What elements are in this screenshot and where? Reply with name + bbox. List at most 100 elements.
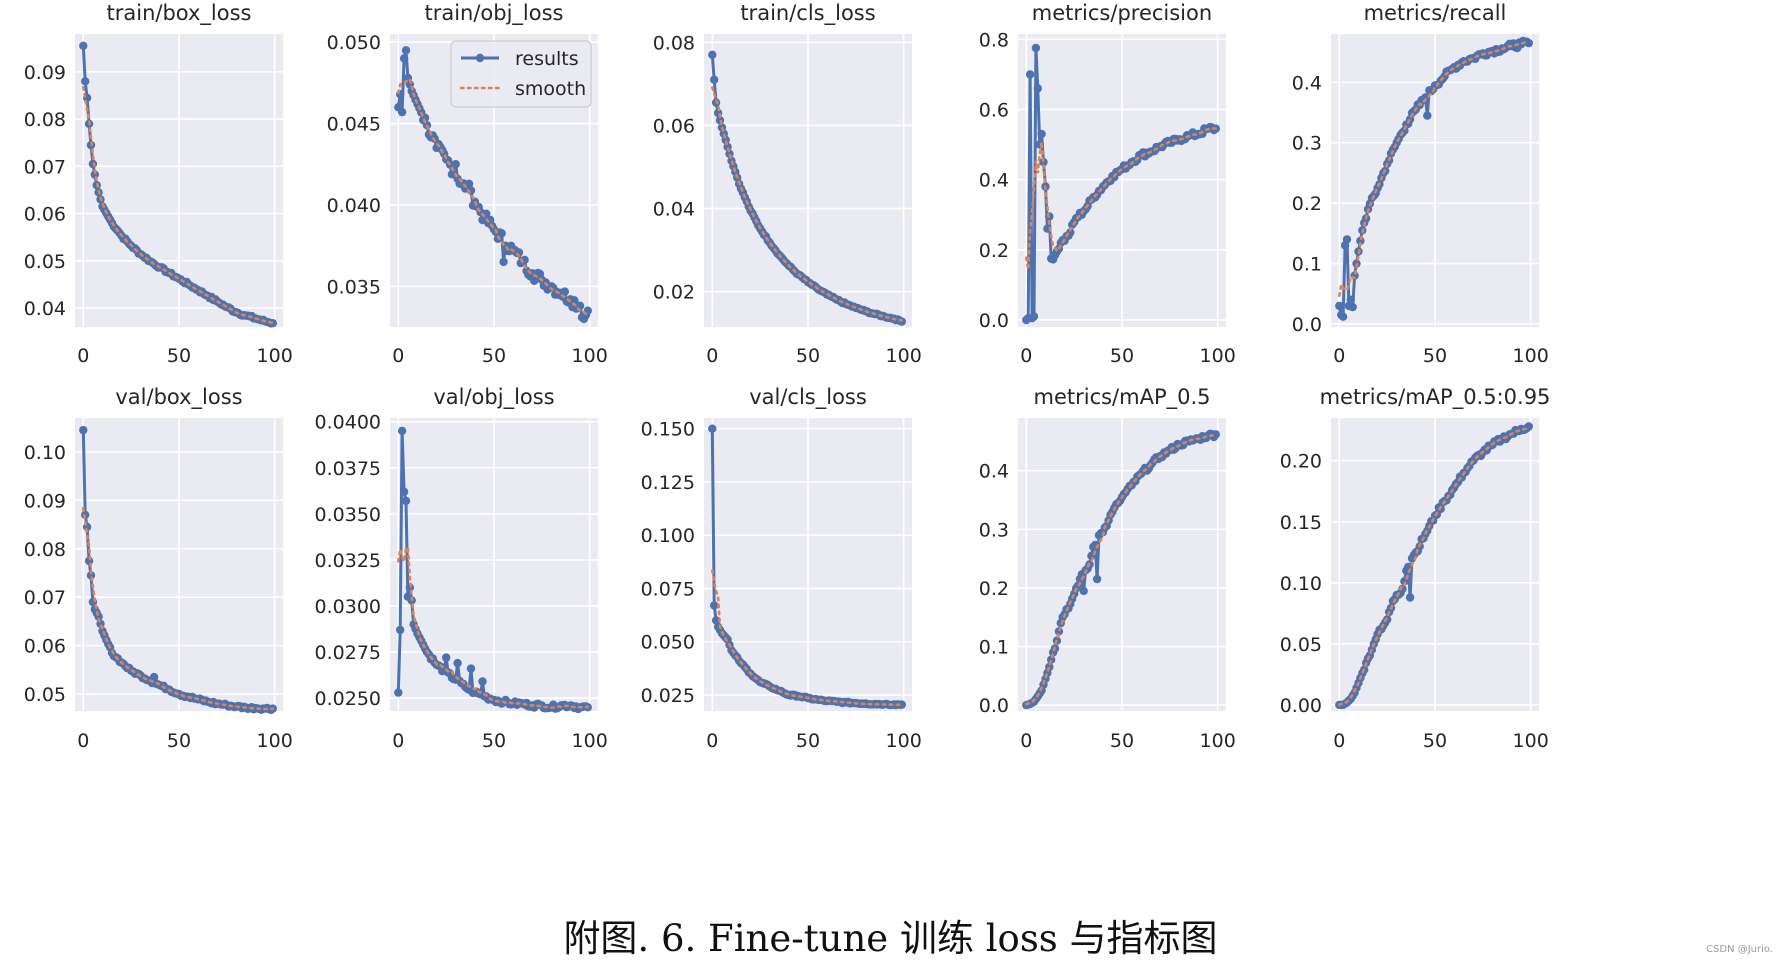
x-tick-label: 100 [1513,730,1549,752]
results-point [453,658,462,668]
x-tick-label: 50 [796,730,820,752]
x-tick-label: 50 [1423,345,1447,367]
y-tick-label: 0.04 [24,298,66,320]
subplot-title: val/box_loss [115,385,242,410]
y-tick-label: 0.075 [641,578,695,600]
results-point [81,77,90,86]
x-tick-label: 50 [1423,730,1447,752]
results-point [1405,593,1415,602]
subplot-title: val/obj_loss [433,385,554,410]
results-point [1524,38,1534,48]
results-point [1029,312,1039,321]
y-tick-label: 0.00 [1280,695,1322,717]
y-tick-label: 0.3 [979,519,1009,541]
results-point [396,90,405,99]
y-tick-label: 0.0 [979,695,1009,717]
y-tick-label: 0.09 [24,490,66,512]
results-point [710,601,719,610]
results-point [399,487,409,496]
smooth-line [1338,427,1531,706]
y-tick-label: 0.0 [979,310,1009,332]
y-tick-label: 0.025 [641,685,695,707]
x-tick-label: 100 [1200,730,1236,752]
y-tick-label: 0.050 [327,32,381,54]
y-tick-label: 0.4 [1292,72,1322,94]
y-tick-label: 0.10 [1280,573,1322,595]
x-tick-label: 100 [1200,345,1236,367]
y-tick-label: 0.07 [24,587,66,609]
smooth-line [710,86,904,322]
results-point [1033,84,1043,93]
y-tick-label: 0.035 [327,276,381,298]
y-tick-label: 0.08 [653,32,695,54]
results-point [86,571,96,580]
x-tick-label: 50 [167,730,191,752]
y-tick-label: 0.045 [327,114,381,136]
results-point [79,41,88,50]
y-tick-label: 0.100 [641,525,695,547]
results-point [442,653,451,662]
results-point [1079,586,1088,596]
y-tick-label: 0.2 [979,240,1009,262]
y-tick-label: 0.6 [979,99,1009,121]
y-tick-label: 0.0325 [315,550,381,572]
smooth-line [1025,433,1218,706]
results-point [1047,655,1056,664]
y-tick-label: 0.0 [1292,314,1322,336]
watermark: CSDN @Jurio. [1706,944,1773,955]
y-tick-label: 0.04 [653,199,695,221]
y-tick-label: 0.0300 [315,596,381,618]
y-tick-label: 0.08 [24,539,66,561]
legend-results-label: results [515,48,579,70]
subplot-metrics-precision: 0 50 100 0.0 0.2 0.4 0.6 0.8 metrics/precision [979,1,1236,367]
y-tick-label: 0.0250 [315,688,381,710]
subplot-metrics-map-0-5: 0 50 100 0.0 0.1 0.2 0.3 0.4 metrics/mAP_0.5 [979,385,1236,752]
y-tick-label: 0.07 [24,156,66,178]
y-tick-label: 0.0400 [315,412,381,434]
subplot-val-cls-loss: 0 50 100 0.025 0.050 0.075 0.100 0.125 0.150 val/… [641,385,922,752]
results-point [711,616,721,625]
subplot-title: train/obj_loss [424,1,563,26]
results-point [1037,129,1046,139]
y-tick-label: 0.2 [1292,193,1322,215]
subplot-train-box-loss: 0 50 100 0.04 0.05 0.06 0.07 0.08 0.09 train/box_… [24,1,293,367]
subplot-val-box-loss: 0 50 100 0.05 0.06 0.07 0.08 0.09 0.10 val/box_lo… [24,385,293,752]
x-tick-label: 0 [706,345,718,367]
y-tick-label: 0.4 [979,461,1009,483]
results-point [451,160,460,169]
results-point [1423,111,1432,120]
y-tick-label: 0.06 [24,204,66,226]
smooth-line [82,85,275,325]
smooth-line [396,77,590,317]
results-point [478,677,487,686]
results-point [897,700,906,709]
x-tick-label: 0 [77,730,89,752]
results-point [1348,302,1357,312]
subplot-title: val/cls_loss [749,385,867,410]
x-tick-label: 0 [1333,730,1345,752]
subplot-title: train/cls_loss [740,1,875,26]
x-tick-label: 0 [392,345,404,367]
y-tick-label: 0.2 [979,578,1009,600]
subplot-title: metrics/precision [1032,1,1212,25]
y-tick-label: 0.1 [979,637,1009,659]
x-tick-label: 50 [796,345,820,367]
y-tick-label: 0.0350 [315,504,381,526]
x-tick-label: 50 [482,345,506,367]
results-point [1346,295,1356,304]
y-tick-label: 0.150 [641,419,695,441]
y-tick-label: 0.8 [979,29,1009,51]
results-point [560,287,569,296]
results-point [1342,235,1352,244]
x-tick-label: 50 [482,730,506,752]
y-tick-label: 0.09 [24,62,66,84]
subplot-val-obj-loss: 0 50 100 0.0250 0.0275 0.0300 0.0325 0.0350 0.03… [315,385,608,752]
results-point [1092,574,1102,584]
x-tick-label: 100 [257,345,293,367]
subplot-train-obj-loss: 0 50 100 0.035 0.040 0.045 0.050 train/obj_loss… [327,1,608,367]
x-tick-label: 50 [1110,345,1134,367]
y-tick-label: 0.06 [24,636,66,658]
figure-caption: 附图. 6. Fine-tune 训练 loss 与指标图 [563,917,1218,960]
smooth-line [396,545,590,709]
